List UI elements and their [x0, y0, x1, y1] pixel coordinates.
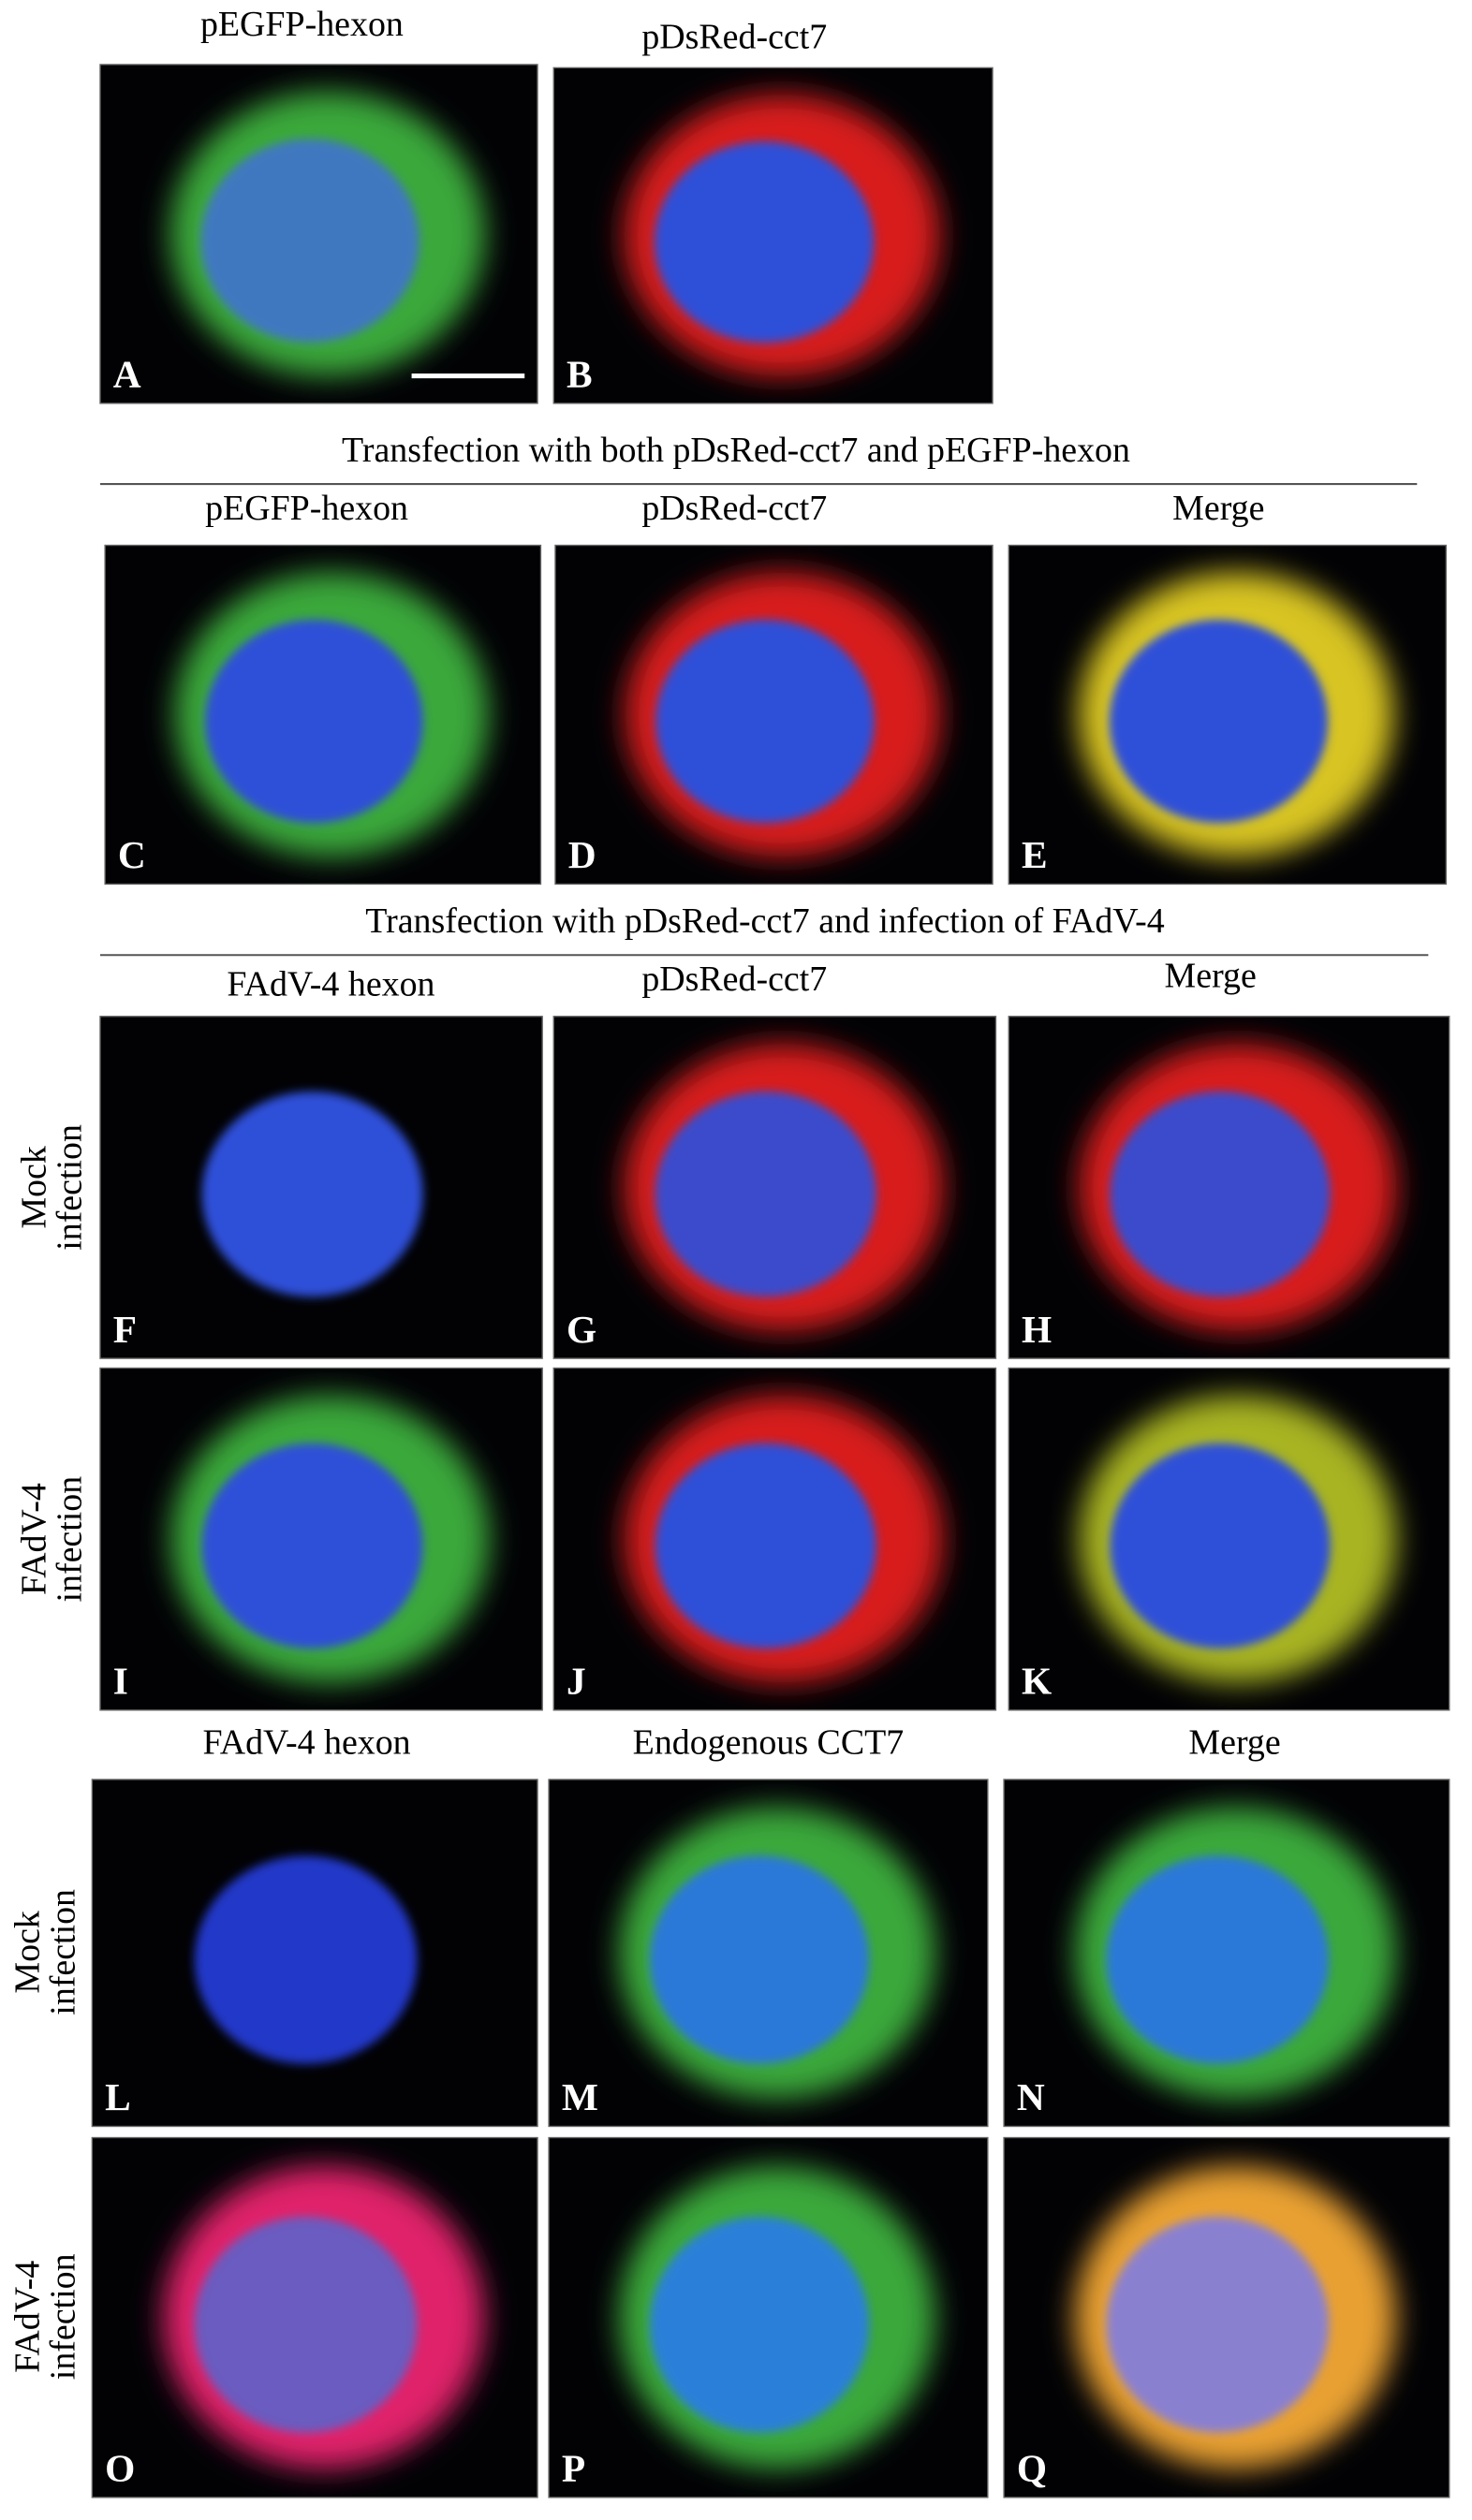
nucleus	[200, 139, 420, 343]
row-label-line: Mock	[7, 1911, 47, 1993]
micrograph: J	[552, 1367, 997, 1711]
micrograph: E	[1008, 544, 1447, 886]
column-header: Merge	[1165, 957, 1257, 996]
panel-content	[170, 1395, 490, 1683]
panel-content	[201, 1092, 423, 1297]
panel-letter: D	[568, 833, 596, 876]
nucleus	[655, 1092, 876, 1297]
panel-letter: A	[113, 353, 141, 396]
section-title: Transfection with both pDsRed-cct7 and p…	[342, 431, 1130, 470]
panel-letter: M	[562, 2075, 598, 2118]
column-header: pDsRed-cct7	[641, 489, 827, 528]
panel-content	[624, 1395, 943, 1683]
panel-content	[624, 95, 940, 377]
section-title: Transfection with pDsRed-cct7 and infect…	[365, 901, 1165, 941]
micrograph: F	[99, 1016, 543, 1359]
panel-letter: B	[567, 353, 593, 396]
nucleus	[655, 620, 875, 824]
nucleus	[1109, 620, 1329, 824]
panel-letter: L	[105, 2075, 131, 2118]
row-label-line: FAdV-4	[14, 1483, 53, 1595]
nucleus	[1110, 1443, 1331, 1649]
column-header: pEGFP-hexon	[200, 5, 404, 44]
panel-letter: P	[562, 2447, 585, 2490]
nucleus	[201, 1092, 423, 1297]
nucleus	[194, 1855, 418, 2064]
column-header: Endogenous CCT7	[633, 1722, 905, 1762]
micrograph: M	[548, 1779, 989, 2128]
micrograph: D	[554, 544, 994, 886]
micrograph: H	[1008, 1016, 1450, 1359]
panel-letter: E	[1022, 833, 1048, 876]
panel-content	[1075, 1807, 1396, 2099]
nucleus	[655, 141, 875, 344]
panel-letter: I	[113, 1660, 128, 1703]
micrograph: B	[552, 66, 994, 404]
micrograph: P	[548, 2136, 989, 2498]
panel-letter: N	[1017, 2075, 1045, 2118]
panel-letter: C	[118, 833, 146, 876]
panel-content	[1078, 572, 1394, 857]
panel-letter: J	[567, 1660, 586, 1703]
panel-content	[1079, 1043, 1397, 1331]
nucleus	[194, 2217, 418, 2433]
column-header: pEGFP-hexon	[205, 489, 408, 528]
panel-content	[625, 572, 940, 857]
row-label-line: FAdV-4	[7, 2261, 47, 2373]
micrograph: N	[1003, 1779, 1450, 2128]
column-header: pDsRed-cct7	[641, 18, 827, 57]
panel-letter: G	[567, 1308, 596, 1351]
column-header: Merge	[1172, 489, 1264, 528]
column-header: FAdV-4 hexon	[227, 964, 434, 1004]
micrograph: K	[1008, 1367, 1450, 1711]
micrograph: G	[552, 1016, 997, 1359]
panel-letter: O	[105, 2447, 135, 2490]
micrograph: A	[99, 64, 538, 404]
panel-letter: K	[1022, 1660, 1052, 1703]
panel-content	[169, 91, 485, 376]
nucleus	[655, 1443, 876, 1649]
micrograph: C	[104, 544, 542, 886]
micrograph: Q	[1003, 2136, 1450, 2498]
nucleus	[1106, 1855, 1330, 2064]
row-label-line: infection	[50, 1124, 89, 1251]
nucleus	[649, 1855, 870, 2064]
panel-content	[174, 572, 489, 857]
row-label-line: infection	[43, 1889, 82, 2015]
panel-content	[624, 1043, 943, 1331]
nucleus	[649, 2217, 870, 2433]
micrograph: L	[91, 1779, 538, 2128]
panel-content	[619, 2166, 935, 2469]
row-label-line: Mock	[14, 1146, 53, 1228]
micrograph: I	[99, 1367, 543, 1711]
panel-letter: F	[113, 1308, 137, 1351]
row-label-line: infection	[50, 1476, 89, 1603]
column-header: pDsRed-cct7	[641, 960, 827, 999]
panel-content	[194, 1855, 418, 2064]
panel-content	[1079, 1395, 1397, 1683]
column-header: FAdV-4 hexon	[202, 1722, 410, 1762]
nucleus	[205, 620, 423, 824]
nucleus	[1106, 2217, 1330, 2433]
panel-letter: Q	[1017, 2447, 1047, 2490]
micrograph: O	[91, 2136, 538, 2498]
panel-letter: H	[1022, 1308, 1052, 1351]
panel-content	[619, 1807, 935, 2099]
nucleus	[1110, 1092, 1331, 1297]
nucleus	[201, 1443, 423, 1649]
column-header: Merge	[1188, 1722, 1280, 1762]
panel-content	[163, 2166, 484, 2469]
panel-content	[1075, 2166, 1396, 2469]
row-label-line: infection	[43, 2253, 82, 2380]
